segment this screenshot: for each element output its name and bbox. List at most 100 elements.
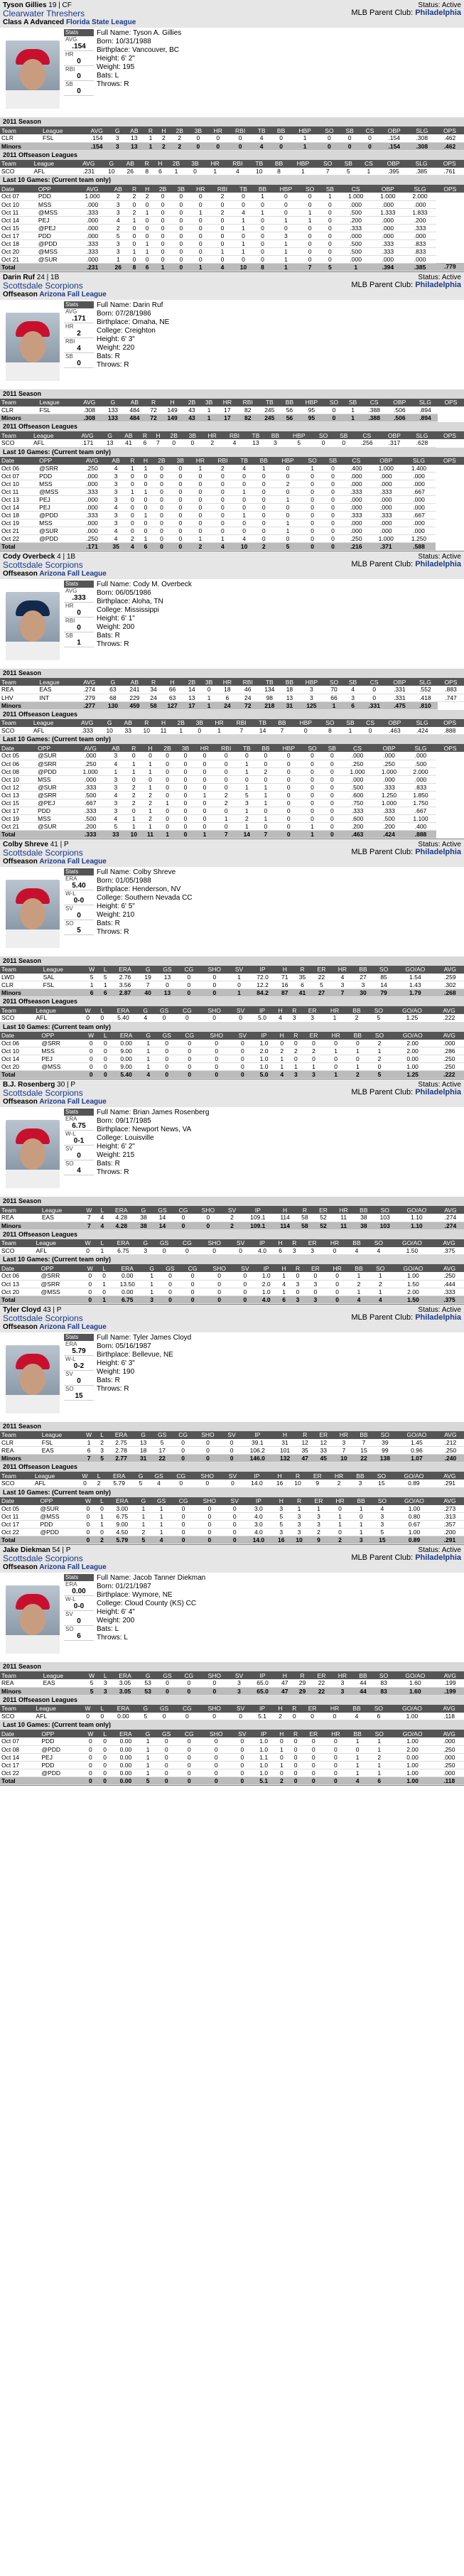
player-name[interactable]: Darin Ruf <box>3 273 35 281</box>
offseason-table-col-header: W <box>79 1239 97 1247</box>
last-games-table-col-header: RBI <box>210 185 234 193</box>
offseason-table-cell: .171 <box>73 439 102 448</box>
team-name[interactable]: Scottsdale Scorpions <box>3 847 83 858</box>
season-table-col-header: G <box>102 398 124 406</box>
player-name[interactable]: Tyler Cloyd <box>3 1305 41 1314</box>
season-table-cell: .308 <box>76 406 102 414</box>
last-games-table-cell: 3 <box>272 232 300 240</box>
offseason-table-cell: 0 <box>333 439 354 448</box>
last-games-table-cell: 0 <box>302 1745 325 1754</box>
parent-club-name[interactable]: Philadelphia <box>415 847 461 856</box>
last-games-table-row: Oct 18 @PDD .333 3 0 1 0 0 0 0 1 0 0 0 0.333.333.667 <box>0 511 464 519</box>
league-name[interactable]: Arizona Fall League <box>39 570 107 578</box>
last-games-table-cell: 5.0 <box>253 1070 275 1079</box>
info-line: Bats: R <box>97 919 120 927</box>
last-games-table-cell: 0 <box>177 1753 201 1762</box>
offseason-table-col-header: Team <box>0 1704 35 1713</box>
player-photo <box>6 312 60 381</box>
last-games-table-col-header: OPS <box>436 185 464 193</box>
last-games-table-cell <box>36 263 77 271</box>
last-games-table-cell: .333 <box>373 807 405 815</box>
stat-label: SV <box>65 1370 73 1377</box>
last-games-table-cell: 1 <box>237 822 257 831</box>
league-name[interactable]: Arizona Fall League <box>39 1322 107 1331</box>
last-games-table-row: Oct 06 @SRR .250 4 1 1 0 0 0 0 1 0 0 0 0.250.250.500 <box>0 760 464 768</box>
player-name[interactable]: Tyson Gillies <box>3 1 47 9</box>
parent-club-name[interactable]: Philadelphia <box>415 1088 461 1096</box>
last-games-table-cell: 0 <box>254 511 274 519</box>
season-table-col-header: GS <box>156 1671 178 1679</box>
last-games-table-cell: 0 <box>252 216 273 225</box>
team-name[interactable]: Scottsdale Scorpions <box>3 280 83 291</box>
offseason-table-cell: .291 <box>435 1480 464 1488</box>
last-games-table-cell: 0 <box>200 1769 232 1777</box>
last-games-table-cell: Oct 12 <box>0 783 37 792</box>
player-name[interactable]: Colby Shreve <box>3 840 48 848</box>
last-games-table-cell: 0 <box>181 1288 205 1296</box>
offseason-table-col-header: IP <box>251 1006 274 1014</box>
parent-club-name[interactable]: Philadelphia <box>415 9 461 17</box>
last-games-table-cell: 0 <box>152 472 171 480</box>
last-games-table-cell: 0 <box>252 239 273 248</box>
player-info: Full Name: Jacob Tanner Diekman Born: 01/… <box>97 1574 205 1642</box>
last-games-table-cell: 2.00 <box>390 1047 435 1055</box>
parent-label: MLB Parent Club: <box>351 1313 414 1322</box>
last-games-table-cell: 0 <box>210 232 234 240</box>
league-name[interactable]: Arizona Fall League <box>39 857 107 866</box>
last-games-table-col-header: L <box>96 1497 108 1505</box>
league-name[interactable]: Florida State League <box>65 18 136 26</box>
season-table-cell: 18 <box>280 686 299 694</box>
last-games-table-cell: 4 <box>276 1280 291 1288</box>
league-name[interactable]: Arizona Fall League <box>39 290 107 298</box>
season-table-cell: .212 <box>436 1438 464 1447</box>
team-name[interactable]: Scottsdale Scorpions <box>3 560 83 570</box>
last-games-table-cell: Oct 13 <box>0 1280 40 1288</box>
season-table-cell: 1 <box>144 142 158 151</box>
season-table-cell: 484 <box>124 406 146 414</box>
offseason-table-cell: 0 <box>153 1014 176 1023</box>
team-name[interactable]: Scottsdale Scorpions <box>3 1313 83 1323</box>
player-name[interactable]: Cody Overbeck <box>3 553 55 561</box>
offseason-table-col-header: ER <box>301 1704 324 1713</box>
player-name[interactable]: B.J. Rosenberg <box>3 1081 55 1089</box>
parent-club-name[interactable]: Philadelphia <box>415 1553 461 1562</box>
season-table-cell: 45 <box>313 1454 334 1462</box>
offseason-table-cell: 2 <box>201 439 223 448</box>
last-games-table-cell: 1.000 <box>369 534 403 543</box>
stats-title: Stats <box>64 1109 94 1116</box>
last-games-table-cell: 0 <box>323 503 343 512</box>
last-games-table-cell: @MSS <box>36 247 77 256</box>
offseason-table-col-header: GO/AO <box>392 1472 436 1480</box>
season-table-cell <box>41 1687 85 1696</box>
offseason-table-cell: 0 <box>291 726 320 735</box>
last-games-table-cell: 0 <box>200 1737 232 1746</box>
last-games-table-cell: @PDD <box>38 1528 80 1536</box>
parent-club-name[interactable]: Philadelphia <box>415 560 461 568</box>
season-table: Team League AVG G AB R H 2B 3B HR RBI TB BB HBP SO SB CS… <box>0 678 464 710</box>
parent-club-name[interactable]: Philadelphia <box>415 1313 461 1322</box>
season-table-cell: 83 <box>373 1687 395 1696</box>
season-table-cell: 17 <box>183 701 201 710</box>
last-games-table-cell: 1.400 <box>402 464 436 473</box>
stat-label: HR <box>65 51 74 58</box>
parent-label: MLB Parent Club: <box>351 1088 414 1096</box>
team-name[interactable]: Scottsdale Scorpions <box>3 1553 83 1563</box>
last-games-table-col-header: SHO <box>201 1031 232 1040</box>
last-games-table-cell: 2 <box>125 783 143 792</box>
team-name[interactable]: Scottsdale Scorpions <box>3 1088 83 1098</box>
stat-label: W-L <box>65 1355 76 1362</box>
parent-club-name[interactable]: Philadelphia <box>415 280 461 289</box>
season-table-cell: 2 <box>157 134 171 143</box>
last-games-table-col-header: Date <box>0 185 37 193</box>
last-games-table-cell: 0 <box>178 1047 202 1055</box>
last-games-table-cell: 0 <box>326 1288 349 1296</box>
last-games-table-col-header: TB <box>234 185 253 193</box>
last-games-table-cell: 3 <box>272 1528 291 1536</box>
last-games-table-cell: 7 <box>215 830 238 839</box>
league-name[interactable]: Arizona Fall League <box>39 1098 107 1106</box>
player-name[interactable]: Jake Diekman <box>3 1546 50 1554</box>
team-name[interactable]: Clearwater Threshers <box>3 9 85 18</box>
last-games-table-cell: PDD <box>36 232 77 240</box>
league-name[interactable]: Arizona Fall League <box>39 1563 107 1571</box>
last-games-table-col-header: Date <box>0 1730 41 1737</box>
